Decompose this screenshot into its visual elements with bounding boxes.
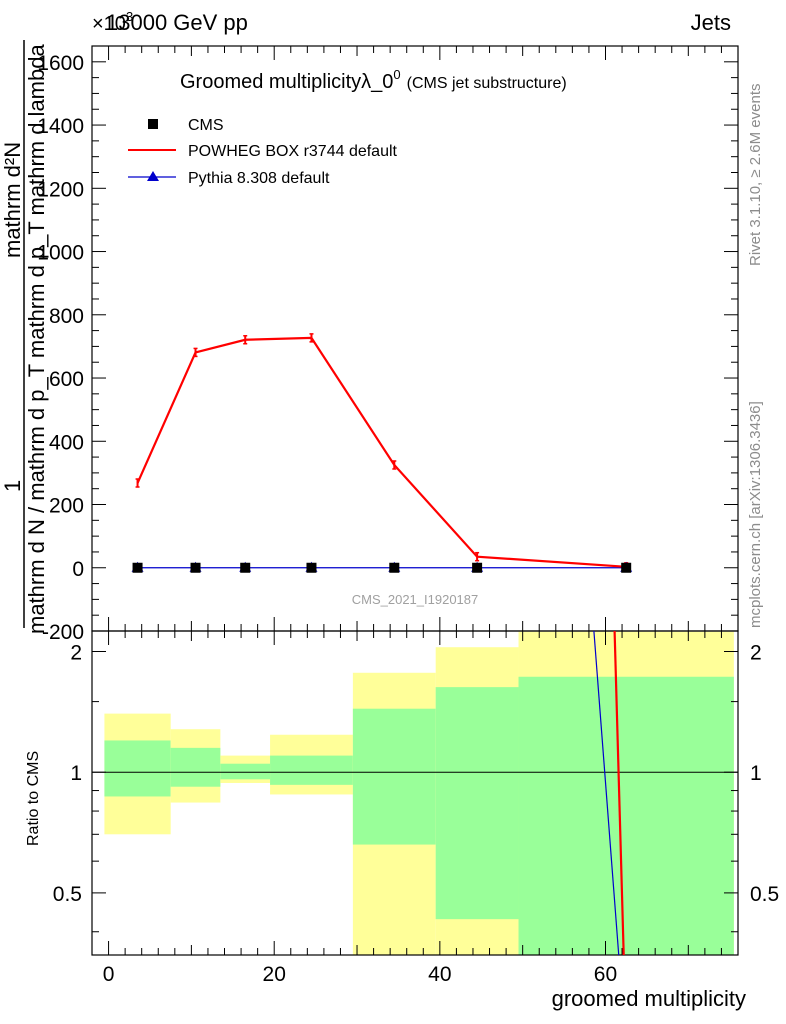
- xtick-label: 60: [594, 963, 617, 986]
- cms-data-point: [132, 562, 143, 573]
- legend: CMS POWHEG BOX r3744 default Pythia 8.308 …: [128, 117, 398, 187]
- legend-marker-cms: [148, 119, 158, 129]
- analysis-id: CMS_2021_I1920187: [352, 592, 479, 607]
- legend-entry-label: POWHEG BOX r3744 default: [188, 143, 398, 160]
- main-ytick-label: 200: [49, 495, 84, 518]
- ratio-band-green-3: [270, 755, 353, 785]
- ratio-line-0: [613, 630, 625, 956]
- ratio-panel-frame: 0.5 0.51 12 20 20 40 60: [53, 630, 779, 986]
- ylabel-denominator: mathrm d N / mathrm d p_T mathrm d p_T m…: [24, 44, 49, 634]
- ratio-ytick-label-right: 2: [750, 642, 762, 665]
- main-ytick-label: 1000: [37, 242, 84, 265]
- main-panel-frame: -200 0 200 400 600 800 1000 1200 1400 1600: [37, 45, 739, 644]
- ratio-band-green-0: [104, 740, 171, 797]
- ratio-ytick-label-left: 1: [70, 762, 82, 785]
- main-ytick-label: 400: [49, 431, 84, 454]
- ratio-panel-series: [593, 630, 625, 956]
- xtick-label: 40: [428, 963, 451, 986]
- ylabel-top: mathrm d²N: [0, 142, 25, 258]
- legend-marker-pythia: [147, 171, 159, 181]
- cms-data-point: [240, 562, 251, 573]
- ratio-ytick-label-left: 0.5: [53, 883, 82, 906]
- main-ytick-label: 1400: [37, 115, 84, 138]
- legend-entry-label: CMS: [188, 117, 224, 134]
- powheg-line: [136, 336, 627, 568]
- ratio-band-green-2: [220, 763, 271, 780]
- ylabel-numerator: 1: [0, 480, 25, 492]
- process-label: Jets: [691, 10, 731, 35]
- xtick-label: 20: [263, 963, 286, 986]
- ratio-band-green-5: [435, 687, 519, 920]
- main-panel-series: [131, 333, 633, 573]
- cms-data-point: [306, 562, 317, 573]
- main-ytick-label: 800: [49, 305, 84, 328]
- ratio-ylabel: Ratio to CMS: [25, 751, 42, 846]
- cms-data-point: [621, 562, 632, 573]
- xaxis-label: groomed multiplicity: [552, 986, 746, 1011]
- main-ytick-label: 0: [72, 558, 84, 581]
- cms-data-point: [190, 562, 201, 573]
- ratio-line-1: [593, 630, 620, 956]
- plot-title: Groomed multiplicityλ_00(CMS jet substru…: [180, 67, 567, 93]
- ratio-band-green-1: [170, 747, 221, 787]
- ratio-axes-box: [91, 630, 739, 956]
- ratio-ytick-label-right: 1: [750, 762, 762, 785]
- energy-label: 13000 GeV pp: [106, 10, 248, 35]
- xtick-label: 0: [103, 963, 115, 986]
- exponent-label: ×103: [92, 9, 133, 35]
- cms-data-point: [389, 562, 400, 573]
- ratio-band-green-6: [518, 676, 734, 955]
- main-ytick-label: 1600: [37, 52, 84, 75]
- legend-entry-label: Pythia 8.308 default: [188, 170, 330, 187]
- ratio-uncertainty-bands: [104, 631, 734, 955]
- ratio-band-green-4: [352, 708, 436, 845]
- cms-data-point: [472, 562, 483, 573]
- rivet-version-label: Rivet 3.1.10, ≥ 2.6M events: [747, 84, 764, 267]
- mcplots-label: mcplots.cern.ch [arXiv:1306.3436]: [747, 401, 764, 628]
- main-ytick-label: 1200: [37, 178, 84, 201]
- ratio-ytick-label-left: 2: [70, 642, 82, 665]
- ratio-ytick-label-right: 0.5: [750, 883, 779, 906]
- main-ytick-label: -200: [42, 621, 84, 644]
- main-ylabel: mathrm d²N 1 mathrm d N / mathrm d p_T m…: [0, 40, 49, 634]
- main-ytick-label: 600: [49, 368, 84, 391]
